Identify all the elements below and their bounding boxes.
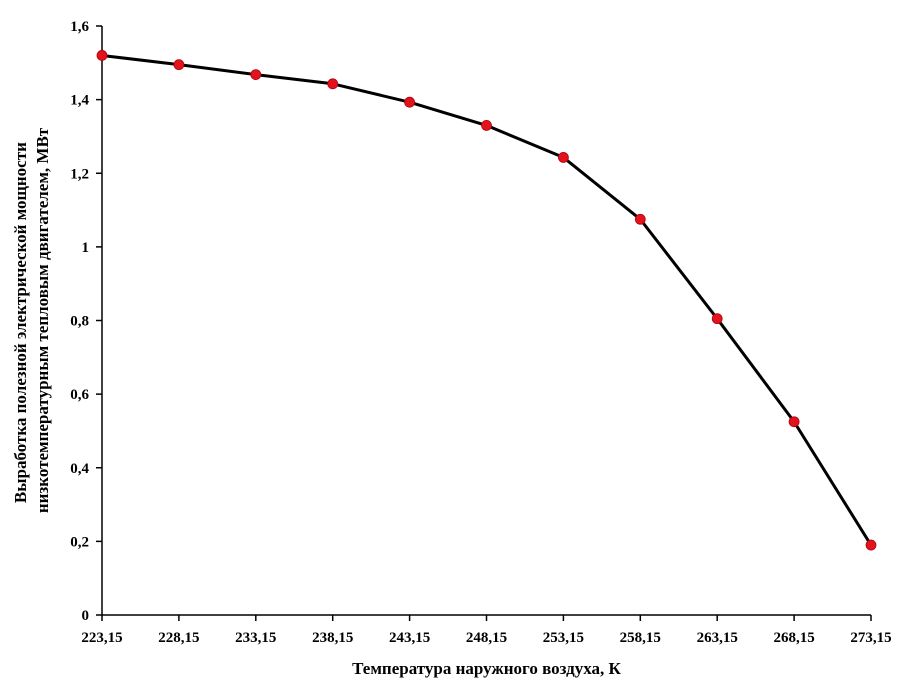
x-axis-ticks: 223,15 228,15 233,15 238,15 243,15 248,15 253,… [81, 615, 892, 646]
y-axis-title-line-1: Выработка полезной электрической мощност… [11, 142, 30, 503]
data-point [327, 78, 339, 90]
x-tick-label: 268,15 [773, 630, 814, 646]
y-axis-title: Выработка полезной электрической мощност… [11, 127, 52, 513]
x-tick-label: 233,15 [235, 630, 276, 646]
data-point [404, 96, 416, 108]
y-tick-label: 1,4 [70, 93, 89, 109]
y-tick-label: 0,6 [70, 387, 89, 403]
data-point [634, 213, 646, 225]
x-tick-label: 223,15 [81, 630, 122, 646]
y-tick-label: 0,2 [70, 534, 89, 550]
y-tick-label: 0,8 [70, 314, 89, 330]
data-point [173, 59, 185, 71]
x-tick-label: 238,15 [312, 630, 353, 646]
y-axis-title-line-2: низкотемпературным тепловым двигателем, … [33, 127, 52, 513]
y-tick-label: 1,6 [70, 19, 89, 35]
data-point [711, 313, 723, 325]
data-point [481, 119, 492, 131]
series-markers [96, 50, 877, 551]
x-tick-label: 263,15 [697, 630, 738, 646]
y-tick-label: 0 [82, 608, 90, 624]
data-point [865, 539, 877, 551]
x-tick-label: 243,15 [389, 630, 430, 646]
x-tick-label: 258,15 [620, 630, 661, 646]
y-tick-label: 0,4 [70, 461, 89, 477]
data-point [788, 416, 800, 428]
x-tick-label: 228,15 [158, 630, 199, 646]
data-point [96, 50, 108, 61]
x-tick-label: 273,15 [850, 630, 891, 646]
y-axis-ticks: 0 0,2 0,4 0,6 0,8 1 1,2 1,4 1,6 [70, 19, 102, 624]
y-tick-label: 1 [82, 240, 90, 256]
data-point [558, 152, 569, 163]
x-tick-label: 253,15 [543, 630, 584, 646]
x-tick-label: 248,15 [466, 630, 507, 646]
y-tick-label: 1,2 [70, 166, 89, 182]
x-axis-title: Температура наружного воздуха, К [352, 659, 621, 678]
data-point [250, 69, 262, 80]
